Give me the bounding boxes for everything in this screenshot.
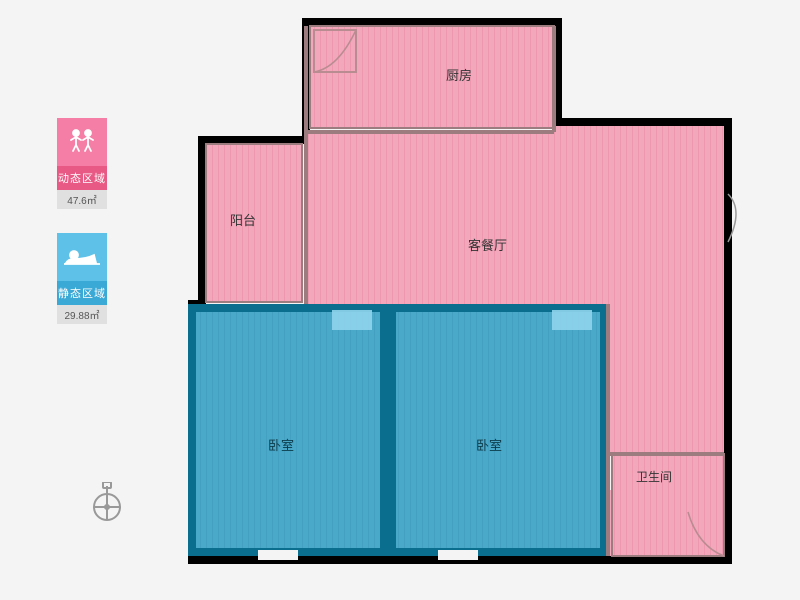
kitchen-area xyxy=(310,26,554,128)
label-bedroom2: 卧室 xyxy=(476,435,502,454)
label-bedroom1: 卧室 xyxy=(268,435,294,454)
legend: 动态区域 47.6㎡ 静态区域 29.88㎡ xyxy=(52,118,112,348)
label-balcony: 阳台 xyxy=(230,210,256,229)
compass-icon xyxy=(90,482,124,524)
legend-dynamic: 动态区域 47.6㎡ xyxy=(52,118,112,209)
legend-static-value: 29.88㎡ xyxy=(57,305,107,324)
sleep-icon xyxy=(57,233,107,281)
bedroom-2 xyxy=(392,308,604,552)
legend-static: 静态区域 29.88㎡ xyxy=(52,233,112,324)
people-icon xyxy=(57,118,107,166)
label-living: 客餐厅 xyxy=(468,235,507,254)
bedroom-1 xyxy=(192,308,384,552)
legend-dynamic-title: 动态区域 xyxy=(57,166,107,190)
legend-dynamic-value: 47.6㎡ xyxy=(57,190,107,209)
label-bathroom: 卫生间 xyxy=(636,468,672,485)
floorplan: 厨房 阳台 客餐厅 卧室 卧室 卫生间 xyxy=(188,10,748,570)
label-kitchen: 厨房 xyxy=(446,65,472,84)
legend-static-title: 静态区域 xyxy=(57,281,107,305)
